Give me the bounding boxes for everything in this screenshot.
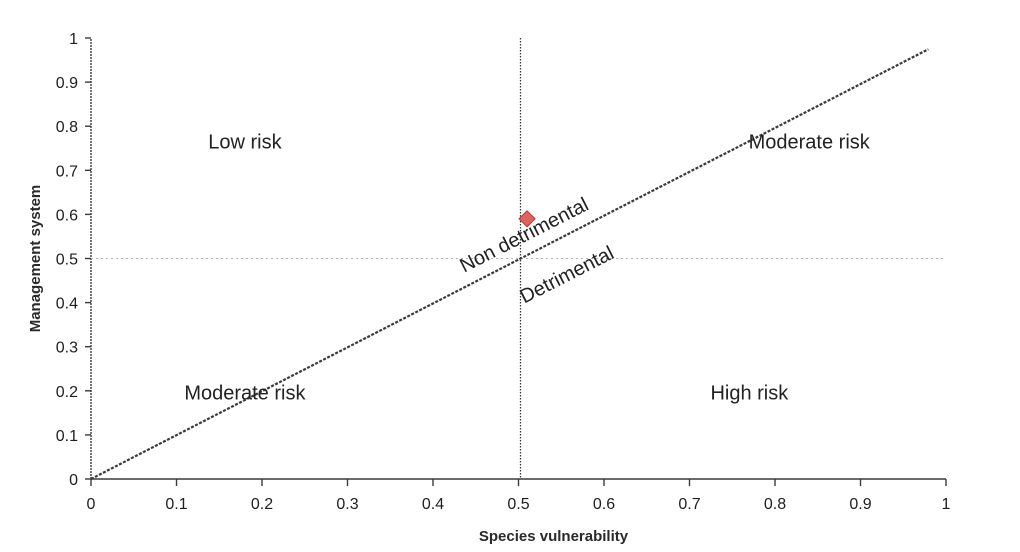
- y-tick-label: 0.6: [56, 207, 78, 224]
- y-tick-label: 0.9: [56, 75, 78, 92]
- chart-lines: [90, 38, 946, 480]
- y-tick-label: 1: [69, 31, 78, 48]
- x-tick-label: 0.6: [593, 496, 615, 513]
- y-tick-label: 0: [69, 472, 78, 489]
- x-tick-label: 0.8: [764, 496, 786, 513]
- region-label: Moderate risk: [749, 131, 871, 153]
- y-tick-label: 0.3: [56, 340, 78, 357]
- data-point: [518, 210, 536, 228]
- y-tick-label: 0.8: [56, 119, 78, 136]
- chart-labels: Low risk Moderate risk Moderate risk High r…: [184, 131, 870, 404]
- data-points: [518, 210, 536, 228]
- x-tick-label: 0.4: [422, 496, 444, 513]
- y-axis-title: Management system: [27, 185, 44, 333]
- y-tick-label: 0.7: [56, 163, 78, 180]
- axes: 0 0.1 0.2 0.3 0.4 0.5 0.6 0.7 0.8 0.9 1 0 0.1 0.2 0.3 0…: [27, 31, 951, 545]
- y-tick-label: 0.4: [56, 296, 78, 313]
- x-tick-label: 0.7: [678, 496, 700, 513]
- y-tick-label: 0.1: [56, 428, 78, 445]
- y-tick-label: 0.5: [56, 252, 78, 269]
- x-tick-label: 1: [942, 496, 951, 513]
- x-tick-label: 0.3: [336, 496, 358, 513]
- region-label: Low risk: [208, 131, 282, 153]
- y-tick-label: 0.2: [56, 384, 78, 401]
- x-tick-label: 0.2: [251, 496, 273, 513]
- x-tick-label: 0.1: [165, 496, 187, 513]
- x-axis-title: Species vulnerability: [479, 528, 629, 545]
- region-label: High risk: [710, 383, 789, 405]
- x-tick-label: 0.9: [849, 496, 871, 513]
- diagonal-line: [90, 48, 929, 480]
- x-tick-label: 0: [87, 496, 96, 513]
- region-label: Moderate risk: [184, 383, 306, 405]
- x-tick-label: 0.5: [507, 496, 529, 513]
